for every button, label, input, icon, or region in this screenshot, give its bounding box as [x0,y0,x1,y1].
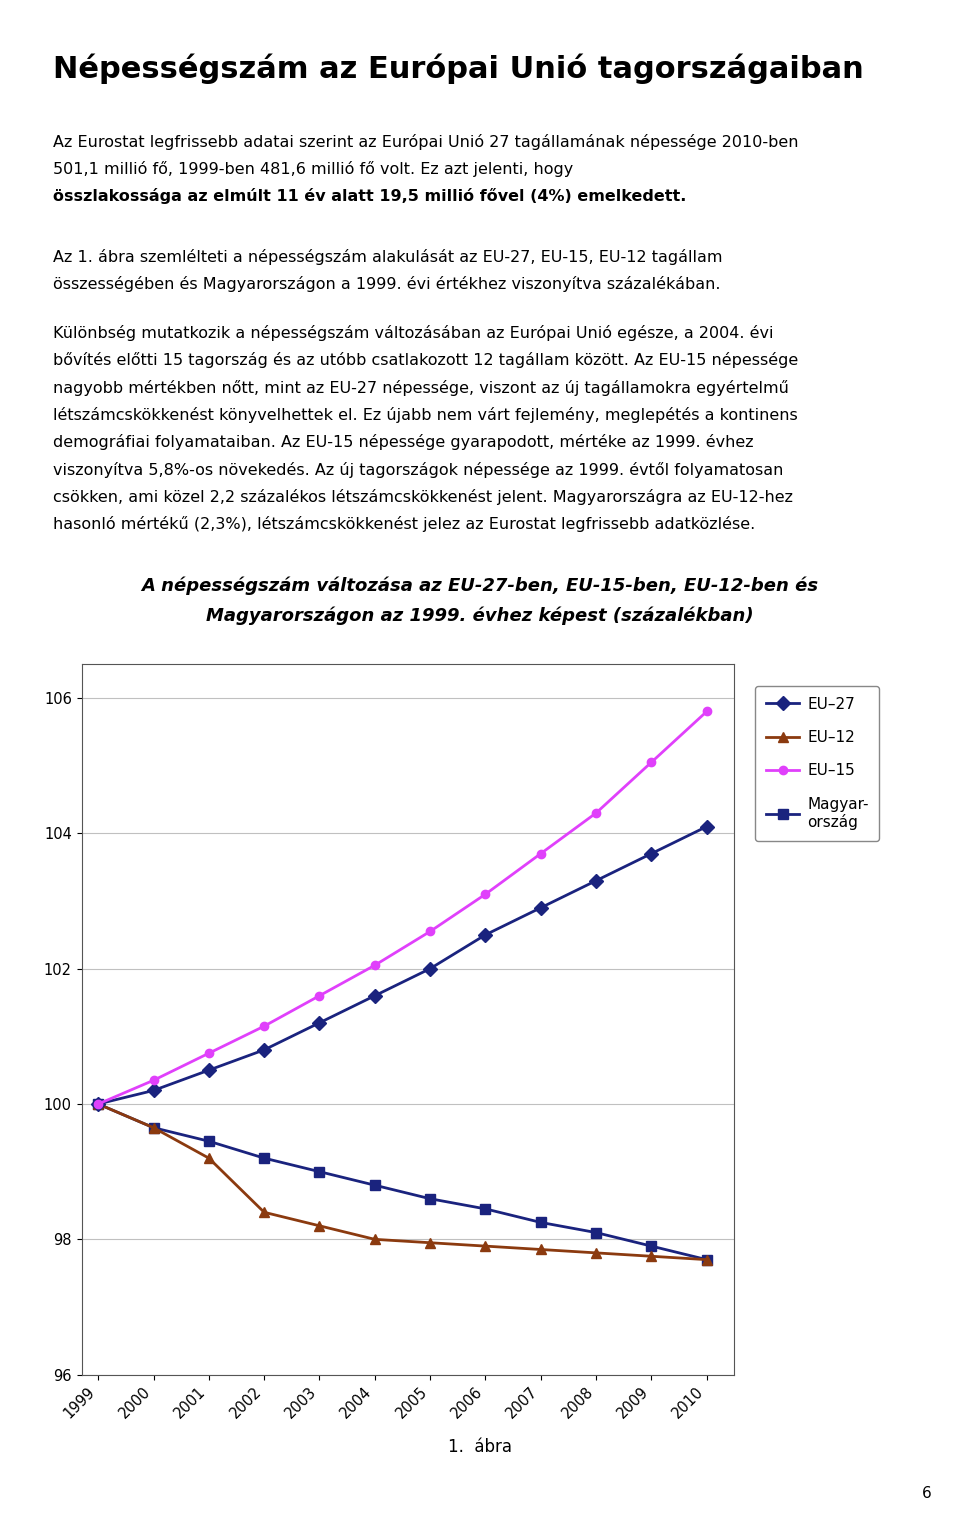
Text: létszámcskökkenést könyvelhettek el. Ez újabb nem várt fejlemény, meglepétés a k: létszámcskökkenést könyvelhettek el. Ez … [53,407,798,424]
Text: 6: 6 [922,1486,931,1501]
Text: hasonló mértékű (2,3%), létszámcskökkenést jelez az Eurostat legfrissebb adatköz: hasonló mértékű (2,3%), létszámcskökkené… [53,516,756,533]
Text: Különbség mutatkozik a népességszám változásában az Európai Unió egésze, a 2004.: Különbség mutatkozik a népességszám vált… [53,325,774,342]
Text: Magyarországon az 1999. évhez képest (százalékban): Magyarországon az 1999. évhez képest (sz… [206,606,754,626]
Text: Az 1. ábra szemlélteti a népességszám alakulását az EU-27, EU-15, EU-12 tagállam: Az 1. ábra szemlélteti a népességszám al… [53,249,722,264]
Text: bővítés előtti 15 tagország és az utóbb csatlakozott 12 tagállam között. Az EU-1: bővítés előtti 15 tagország és az utóbb … [53,352,798,369]
Text: demográfiai folyamataiban. Az EU-15 népessége gyarapodott, mértéke az 1999. évhe: demográfiai folyamataiban. Az EU-15 népe… [53,434,754,451]
Text: nagyobb mértékben nőtt, mint az EU-27 népessége, viszont az új tagállamokra egyé: nagyobb mértékben nőtt, mint az EU-27 né… [53,380,789,396]
Text: A népességszám változása az EU-27-ben, EU-15-ben, EU-12-ben és: A népességszám változása az EU-27-ben, E… [141,577,819,595]
Text: viszonyítva 5,8%-os növekedés. Az új tagországok népessége az 1999. évtől folyam: viszonyítva 5,8%-os növekedés. Az új tag… [53,462,783,478]
Text: 1.  ábra: 1. ábra [448,1438,512,1457]
Text: Népességszám az Európai Unió tagországaiban: Népességszám az Európai Unió tagországai… [53,53,864,84]
Text: Az Eurostat legfrissebb adatai szerint az Európai Unió 27 tagállamának népessége: Az Eurostat legfrissebb adatai szerint a… [53,134,799,150]
Text: összességében és Magyarországon a 1999. évi értékhez viszonyítva százalékában.: összességében és Magyarországon a 1999. … [53,276,720,292]
Legend: EU–27, EU–12, EU–15, Magyar-
ország: EU–27, EU–12, EU–15, Magyar- ország [756,687,879,842]
Text: 501,1 millió fő, 1999-ben 481,6 millió fő volt. Ez azt jelenti, hogy: 501,1 millió fő, 1999-ben 481,6 millió f… [53,161,578,178]
Text: összlakossága az elmúlt 11 év alatt 19,5 millió fővel (4%) emelkedett.: összlakossága az elmúlt 11 év alatt 19,5… [53,188,686,205]
Text: csökken, ami közel 2,2 százalékos létszámcskökkenést jelent. Magyarországra az E: csökken, ami közel 2,2 százalékos létszá… [53,489,793,506]
